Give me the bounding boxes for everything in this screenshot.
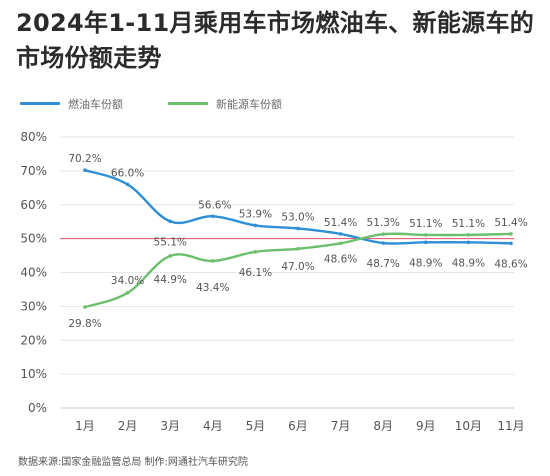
nev-point: [296, 246, 300, 251]
data-label-fuel: 53.9%: [239, 208, 272, 220]
fuel-point: [125, 182, 130, 187]
y-tick-label: 80%: [20, 130, 47, 144]
data-label-nev: 47.0%: [281, 261, 314, 273]
series-line-fuel: [83, 168, 513, 245]
fuel-point: [296, 226, 300, 231]
nev-point: [466, 233, 471, 237]
data-label-fuel: 66.0%: [111, 167, 144, 179]
data-label-nev: 51.3%: [367, 217, 400, 229]
x-tick-label: 9月: [416, 419, 436, 433]
fuel-point: [83, 168, 87, 172]
legend-swatch-fuel: [20, 102, 60, 105]
x-tick-label: 4月: [203, 419, 223, 433]
nev-point: [338, 241, 343, 246]
y-tick-label: 70%: [20, 164, 47, 178]
data-label-fuel: 53.0%: [281, 211, 314, 223]
y-tick-label: 0%: [28, 401, 47, 415]
data-label-fuel: 48.9%: [452, 257, 485, 269]
data-label-fuel: 51.4%: [324, 217, 357, 229]
chart-title: 2024年1-11月乘用车市场燃油车、新能源车的市场份额走势: [16, 9, 535, 72]
data-label-nev: 29.8%: [68, 318, 101, 330]
data-label-fuel: 48.7%: [367, 258, 400, 270]
x-tick-label: 7月: [331, 419, 351, 433]
x-tick-label: 1月: [75, 419, 95, 433]
y-tick-label: 40%: [20, 266, 47, 280]
x-tick-label: 6月: [288, 419, 308, 433]
nev-point: [125, 291, 130, 295]
x-tick-label: 5月: [246, 419, 266, 433]
fuel-point: [211, 214, 215, 219]
data-label-nev: 51.1%: [452, 218, 485, 230]
y-tick-label: 10%: [20, 367, 47, 381]
y-tick-label: 50%: [20, 232, 47, 246]
legend-label-fuel: 燃油车份额: [68, 98, 123, 111]
chart-footer: 数据来源:国家金融监管总局 制作:网通社汽车研究院: [18, 457, 248, 468]
data-label-fuel: 56.6%: [198, 199, 231, 211]
fuel-point: [168, 219, 172, 224]
x-tick-label: 8月: [373, 419, 393, 433]
nev-point: [211, 259, 215, 263]
data-label-nev: 44.9%: [154, 274, 187, 286]
nev-point: [83, 305, 87, 309]
x-tick-label: 11月: [497, 419, 524, 433]
y-tick-label: 20%: [20, 333, 47, 347]
y-tick-label: 60%: [20, 198, 47, 212]
data-label-nev: 48.6%: [324, 253, 357, 265]
data-label-fuel: 48.9%: [409, 257, 442, 269]
data-label-fuel: 70.2%: [68, 153, 101, 165]
fuel-point: [381, 241, 386, 245]
data-label-fuel: 48.6%: [494, 258, 527, 270]
fuel-point: [509, 241, 513, 246]
data-label-nev: 51.4%: [494, 217, 527, 229]
y-tick-label: 30%: [20, 299, 47, 313]
fuel-point: [338, 232, 343, 236]
fuel-point: [424, 240, 428, 245]
data-label-nev: 43.4%: [196, 282, 229, 294]
fuel-point: [466, 240, 471, 245]
nev-point: [509, 232, 513, 236]
legend-label-nev: 新能源车份额: [216, 98, 282, 111]
data-label-nev: 46.1%: [239, 267, 272, 279]
data-label-nev: 34.0%: [111, 275, 144, 287]
nev-point: [381, 232, 386, 237]
nev-point: [424, 233, 428, 237]
x-tick-label: 2月: [118, 419, 138, 433]
fuel-point: [253, 223, 258, 228]
nev-point: [253, 250, 258, 254]
x-tick-label: 10月: [455, 419, 482, 433]
legend-swatch-nev: [168, 102, 208, 105]
data-label-nev: 51.1%: [409, 218, 442, 230]
data-label-fuel: 55.1%: [154, 236, 187, 248]
x-tick-label: 3月: [160, 419, 180, 433]
nev-point: [168, 254, 172, 258]
